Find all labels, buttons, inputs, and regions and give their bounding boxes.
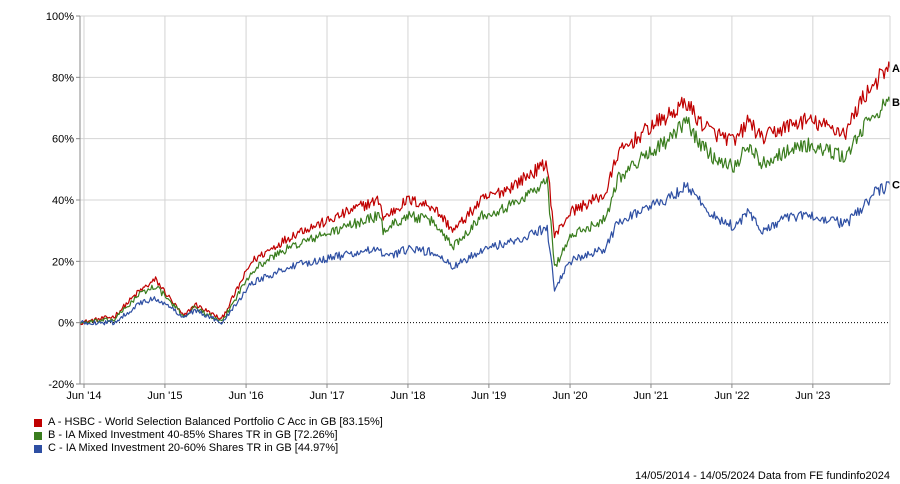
axes — [76, 15, 891, 388]
series-end-labels: A B C — [892, 63, 900, 192]
series-end-label-c: C — [892, 180, 900, 192]
grid — [80, 15, 890, 385]
footer-source: 14/05/2014 - 14/05/2024 Data from FE fun… — [634, 470, 890, 482]
y-tick-label: 80% — [52, 72, 74, 84]
y-tick-label: -20% — [48, 379, 74, 391]
series-line-c — [79, 181, 891, 326]
chart: 100%80%60%40%20%0%-20% Jun '14 Jun '15 Jun… — [46, 11, 900, 402]
legend: A - HSBC - World Selection Balanced Port… — [34, 416, 383, 455]
x-tick-label: Jun '20 — [552, 390, 587, 402]
x-tick-label: Jun '23 — [795, 390, 830, 402]
legend-swatch-c — [34, 444, 42, 453]
series-lines — [79, 61, 891, 326]
series-end-label-b: B — [892, 97, 900, 109]
legend-item-b: B - IA Mixed Investment 40-85% Shares TR… — [34, 429, 383, 442]
legend-label-a: A - HSBC - World Selection Balanced Port… — [48, 416, 383, 428]
legend-swatch-b — [34, 431, 42, 440]
legend-label-b: B - IA Mixed Investment 40-85% Shares TR… — [48, 429, 338, 441]
x-tick-label: Jun '21 — [633, 390, 668, 402]
y-tick-label: 40% — [52, 195, 74, 207]
series-line-a — [79, 61, 891, 326]
series-line-b — [79, 96, 891, 325]
y-tick-label: 0% — [58, 318, 74, 330]
series-end-label-a: A — [892, 63, 900, 75]
x-tick-label: Jun '19 — [471, 390, 506, 402]
x-tick-labels: Jun '14 Jun '15 Jun '16 Jun '17 Jun '18 Jun '… — [66, 390, 830, 402]
y-tick-label: 20% — [52, 256, 74, 268]
x-tick-label: Jun '15 — [147, 390, 182, 402]
x-tick-label: Jun '17 — [309, 390, 344, 402]
legend-label-c: C - IA Mixed Investment 20-60% Shares TR… — [48, 442, 339, 454]
x-tick-label: Jun '22 — [714, 390, 749, 402]
x-tick-label: Jun '18 — [390, 390, 425, 402]
y-tick-label: 100% — [46, 11, 74, 23]
y-tick-label: 60% — [52, 134, 74, 146]
x-tick-label: Jun '14 — [66, 390, 101, 402]
y-tick-labels: 100% 80% 60% 40% 20% 0% -20% — [46, 11, 74, 391]
legend-item-a: A - HSBC - World Selection Balanced Port… — [34, 416, 383, 429]
legend-swatch-a — [34, 418, 42, 427]
legend-item-c: C - IA Mixed Investment 20-60% Shares TR… — [34, 442, 383, 455]
x-tick-label: Jun '16 — [229, 390, 264, 402]
